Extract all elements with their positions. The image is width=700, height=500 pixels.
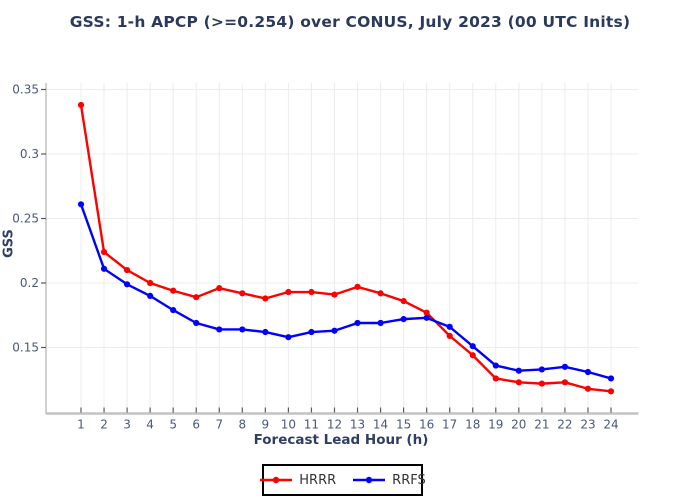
hrrr-line [79, 104, 612, 393]
y-tick-label: 0.2 [20, 276, 39, 290]
hrrr-point [400, 297, 407, 305]
x-tick-label: 15 [396, 418, 411, 432]
x-tick-label: 11 [304, 418, 319, 432]
x-tick-label: 22 [557, 418, 572, 432]
x-tick-label: 9 [262, 418, 270, 432]
rrfs-point [308, 328, 315, 336]
hrrr-point [262, 295, 269, 302]
x-tick-label: 12 [327, 418, 342, 432]
legend: HRRR RRFS [259, 464, 426, 496]
rrfs-point [469, 343, 476, 350]
rrfs-point [100, 265, 108, 272]
rrfs-point [607, 375, 615, 382]
rrfs-point [123, 281, 131, 288]
x-tick-label: 3 [123, 418, 131, 432]
chart-title: GSS: 1-h APCP (>=0.254) over CONUS, July… [69, 13, 631, 31]
hrrr-point [515, 379, 522, 386]
x-tick-label: 24 [603, 418, 618, 432]
hrrr-point [147, 279, 154, 287]
y-tick-label: 0.3 [20, 147, 39, 161]
y-axis-title: GSS [1, 229, 17, 258]
x-tick-label: 16 [419, 418, 434, 432]
x-tick-label: 17 [442, 418, 457, 432]
x-tick-label: 23 [580, 418, 595, 432]
hrrr-point [492, 375, 499, 382]
x-tick-label: 1 [77, 418, 85, 432]
x-tick-label: 5 [169, 418, 177, 432]
x-tick-label: 14 [373, 418, 388, 432]
y-tick-label: 0.15 [12, 341, 39, 355]
x-tick-label: 19 [488, 418, 503, 432]
rrfs-point [331, 327, 338, 334]
rrfs-point [170, 306, 177, 314]
hrrr-point [377, 290, 384, 297]
x-tick-label: 18 [465, 418, 480, 432]
hrrr-point [561, 379, 569, 386]
x-axis-title: Forecast Lead Hour (h) [253, 432, 429, 448]
rrfs-point [538, 366, 545, 373]
hrrr-point [331, 291, 338, 298]
legend-label-hrrr: HRRR [299, 472, 337, 488]
rrfs-point [423, 314, 430, 321]
rrfs-point [400, 316, 407, 323]
hrrr-point [354, 283, 361, 290]
rrfs-point [584, 368, 592, 376]
x-tick-label: 6 [192, 418, 200, 432]
rrfs-point [492, 362, 499, 369]
rrfs-point [193, 319, 200, 327]
y-tick-label: 0.25 [12, 212, 39, 226]
hrrr-point [423, 309, 430, 316]
x-tick-label: 10 [281, 418, 296, 432]
hrrr-point [193, 294, 200, 301]
hrrr-point [216, 285, 223, 292]
rrfs-point [239, 326, 246, 333]
rrfs-point [446, 323, 453, 330]
rrfs-point [262, 328, 269, 336]
hrrr-point [123, 267, 131, 274]
rrfs-point [561, 363, 569, 370]
x-tick-label: 7 [215, 418, 223, 432]
x-tick-label: 20 [511, 418, 526, 432]
hrrr-point [239, 290, 246, 297]
rrfs-point [285, 334, 292, 341]
hrrr-point [538, 380, 545, 387]
y-tick-label: 0.35 [12, 83, 39, 97]
x-tick-label: 8 [238, 418, 246, 432]
hrrr-point [170, 287, 177, 294]
hrrr-line-swatch-icon [260, 476, 293, 484]
rrfs-line [79, 203, 612, 380]
rrfs-point [147, 292, 154, 299]
x-tick-label: 21 [534, 418, 549, 432]
rrfs-point [354, 319, 361, 327]
legend-item-rrfs: RRFS [352, 473, 426, 488]
hrrr-point [100, 248, 108, 256]
hrrr-point [285, 288, 292, 296]
rrfs-point [377, 319, 384, 327]
x-tick-label: 4 [146, 418, 154, 432]
x-tick-label: 13 [350, 418, 365, 432]
rrfs-point [515, 367, 522, 374]
hrrr-point [469, 352, 476, 359]
hrrr-point [607, 388, 615, 395]
x-tick-label: 2 [100, 418, 108, 432]
hrrr-point [77, 101, 85, 109]
rrfs-line-swatch-icon [353, 476, 386, 484]
hrrr-point [584, 385, 592, 392]
rrfs-point [77, 201, 85, 208]
hrrr-point [308, 288, 315, 296]
hrrr-point [446, 332, 453, 339]
rrfs-point [216, 326, 223, 333]
legend-label-rrfs: RRFS [392, 472, 426, 488]
legend-item-hrrr: HRRR [259, 473, 336, 488]
